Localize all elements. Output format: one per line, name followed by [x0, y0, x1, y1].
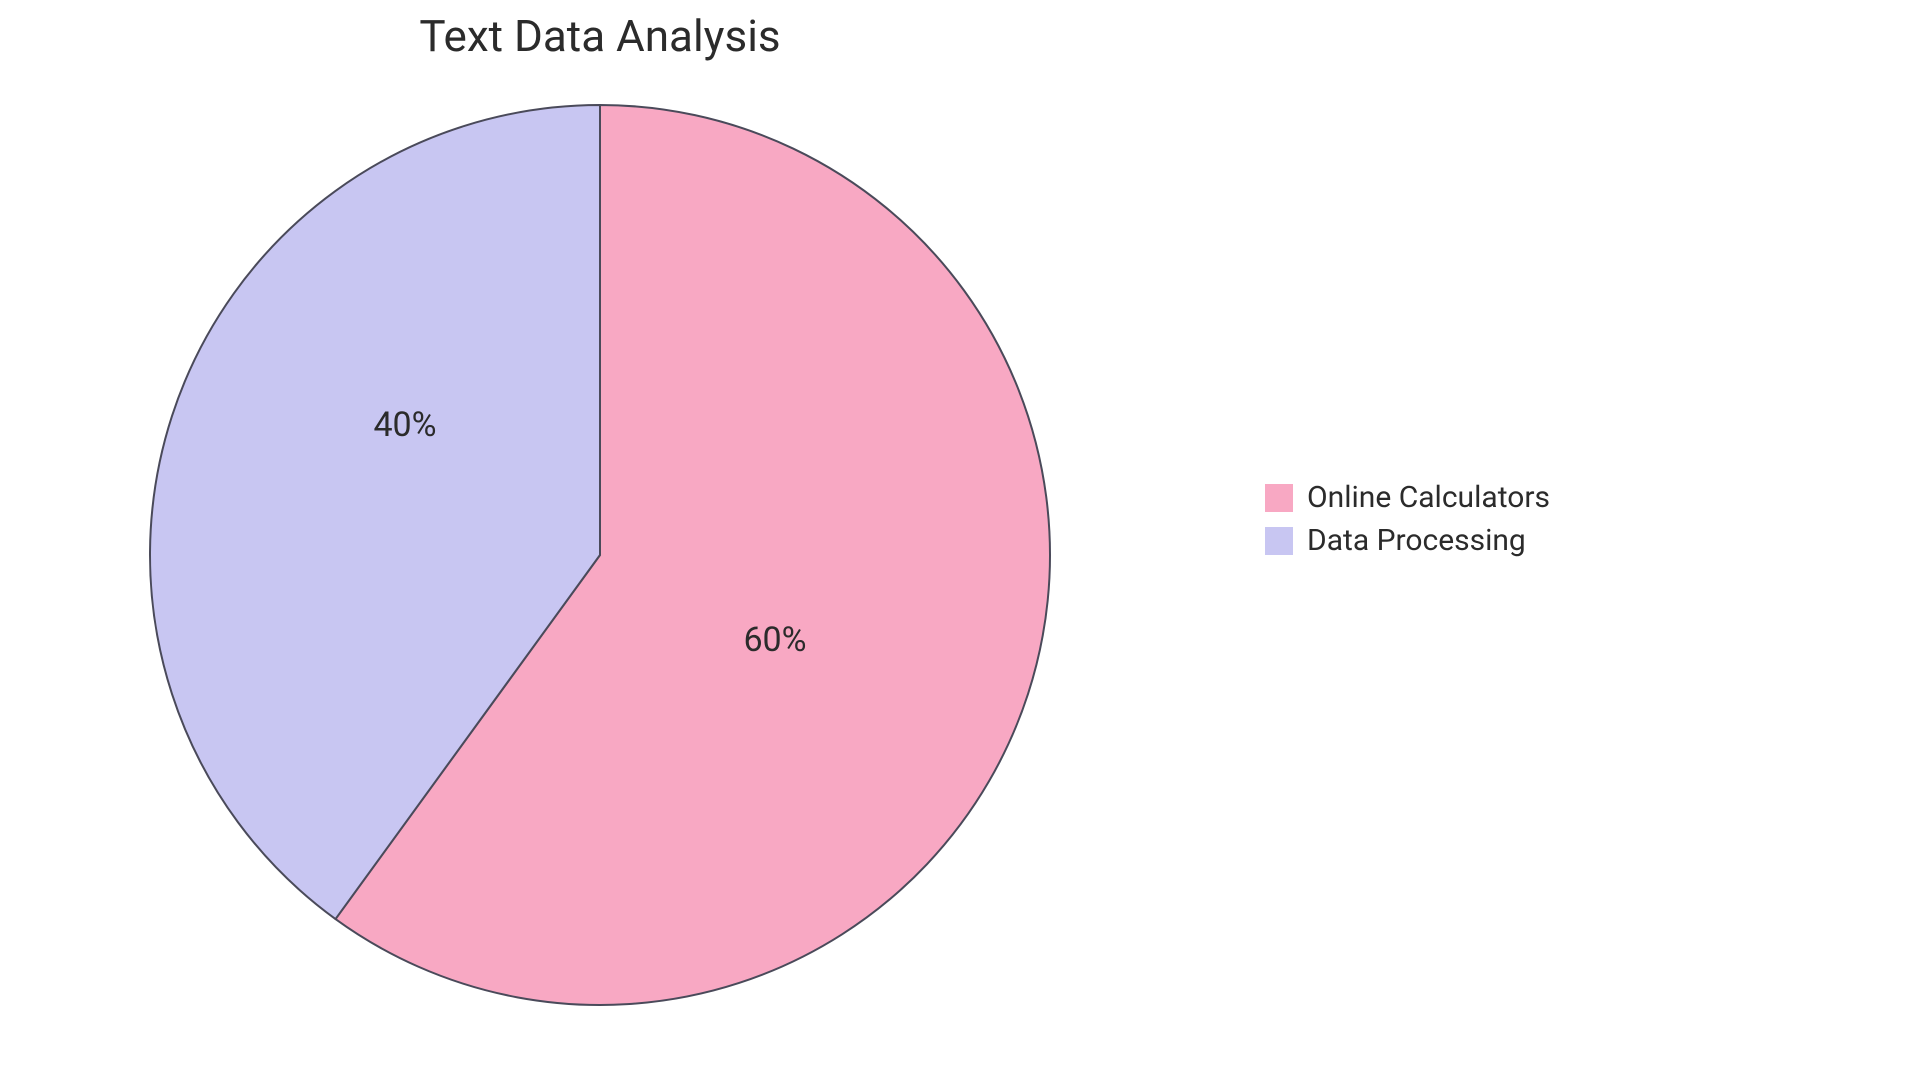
chart-title: Text Data Analysis [0, 10, 1200, 62]
legend-label: Online Calculators [1307, 480, 1550, 515]
legend-label: Data Processing [1307, 523, 1526, 558]
pie-area [148, 103, 1052, 1011]
pie-chart-svg [148, 103, 1052, 1007]
legend: Online Calculators Data Processing [1265, 480, 1550, 566]
slice-value-label: 40% [373, 405, 436, 445]
chart-container: Text Data Analysis Online Calculators Da… [0, 0, 1920, 1080]
legend-swatch [1265, 527, 1293, 555]
legend-swatch [1265, 484, 1293, 512]
slice-value-label: 60% [743, 620, 806, 660]
legend-item: Data Processing [1265, 523, 1550, 558]
legend-item: Online Calculators [1265, 480, 1550, 515]
